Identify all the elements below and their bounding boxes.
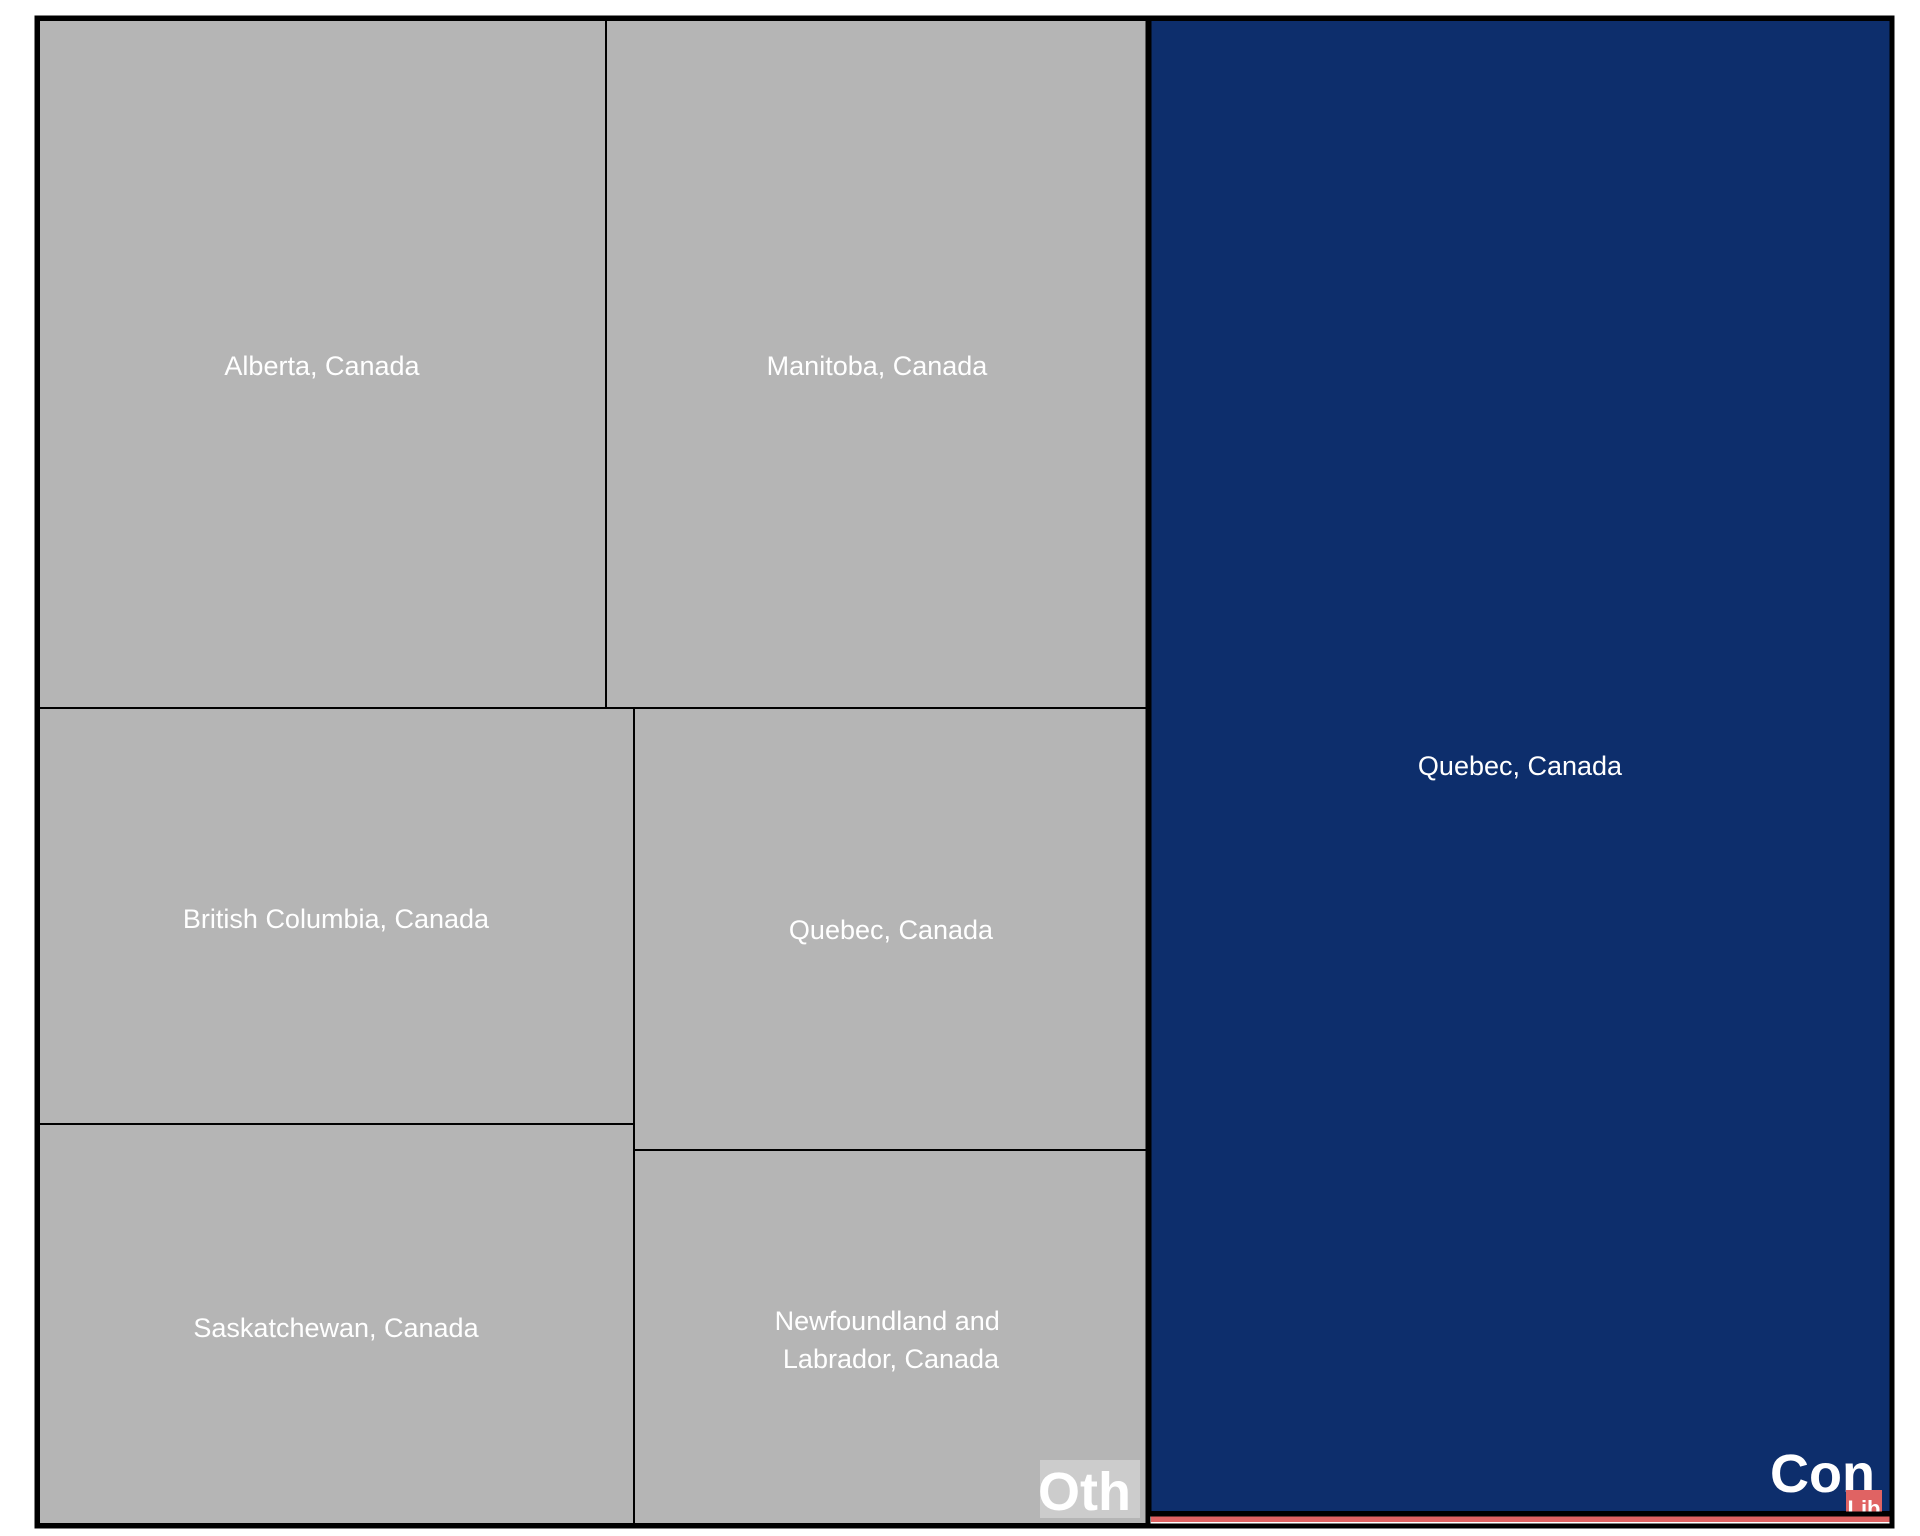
cell-quebec-oth — [633, 707, 1149, 1151]
cell-british-columbia — [38, 707, 635, 1125]
label-newfoundland-line1: Newfoundland and — [775, 1306, 1000, 1336]
cell-lib — [1151, 1512, 1890, 1522]
label-alberta: Alberta, Canada — [224, 351, 420, 381]
group-label-oth: Oth — [1038, 1462, 1131, 1522]
group-con: Quebec, Canada Con — [1149, 19, 1892, 1513]
group-label-bg-oth — [1040, 1460, 1140, 1518]
group-label-lib: Lib — [1848, 1496, 1881, 1521]
cell-manitoba — [605, 19, 1149, 709]
label-newfoundland-line2: Labrador, Canada — [783, 1344, 1000, 1374]
group-oth: Alberta, Canada Manitoba, Canada British… — [38, 19, 1149, 1525]
label-manitoba: Manitoba, Canada — [767, 351, 989, 381]
label-saskatchewan: Saskatchewan, Canada — [193, 1313, 479, 1343]
label-quebec-oth: Quebec, Canada — [789, 915, 994, 945]
label-newfoundland: Newfoundland and Labrador, Canada — [775, 1306, 1008, 1374]
label-quebec-con: Quebec, Canada — [1418, 751, 1623, 781]
cell-alberta — [38, 19, 607, 709]
chart-outline — [34, 15, 1895, 1529]
label-british-columbia: British Columbia, Canada — [183, 904, 490, 934]
cell-saskatchewan — [38, 1123, 635, 1525]
